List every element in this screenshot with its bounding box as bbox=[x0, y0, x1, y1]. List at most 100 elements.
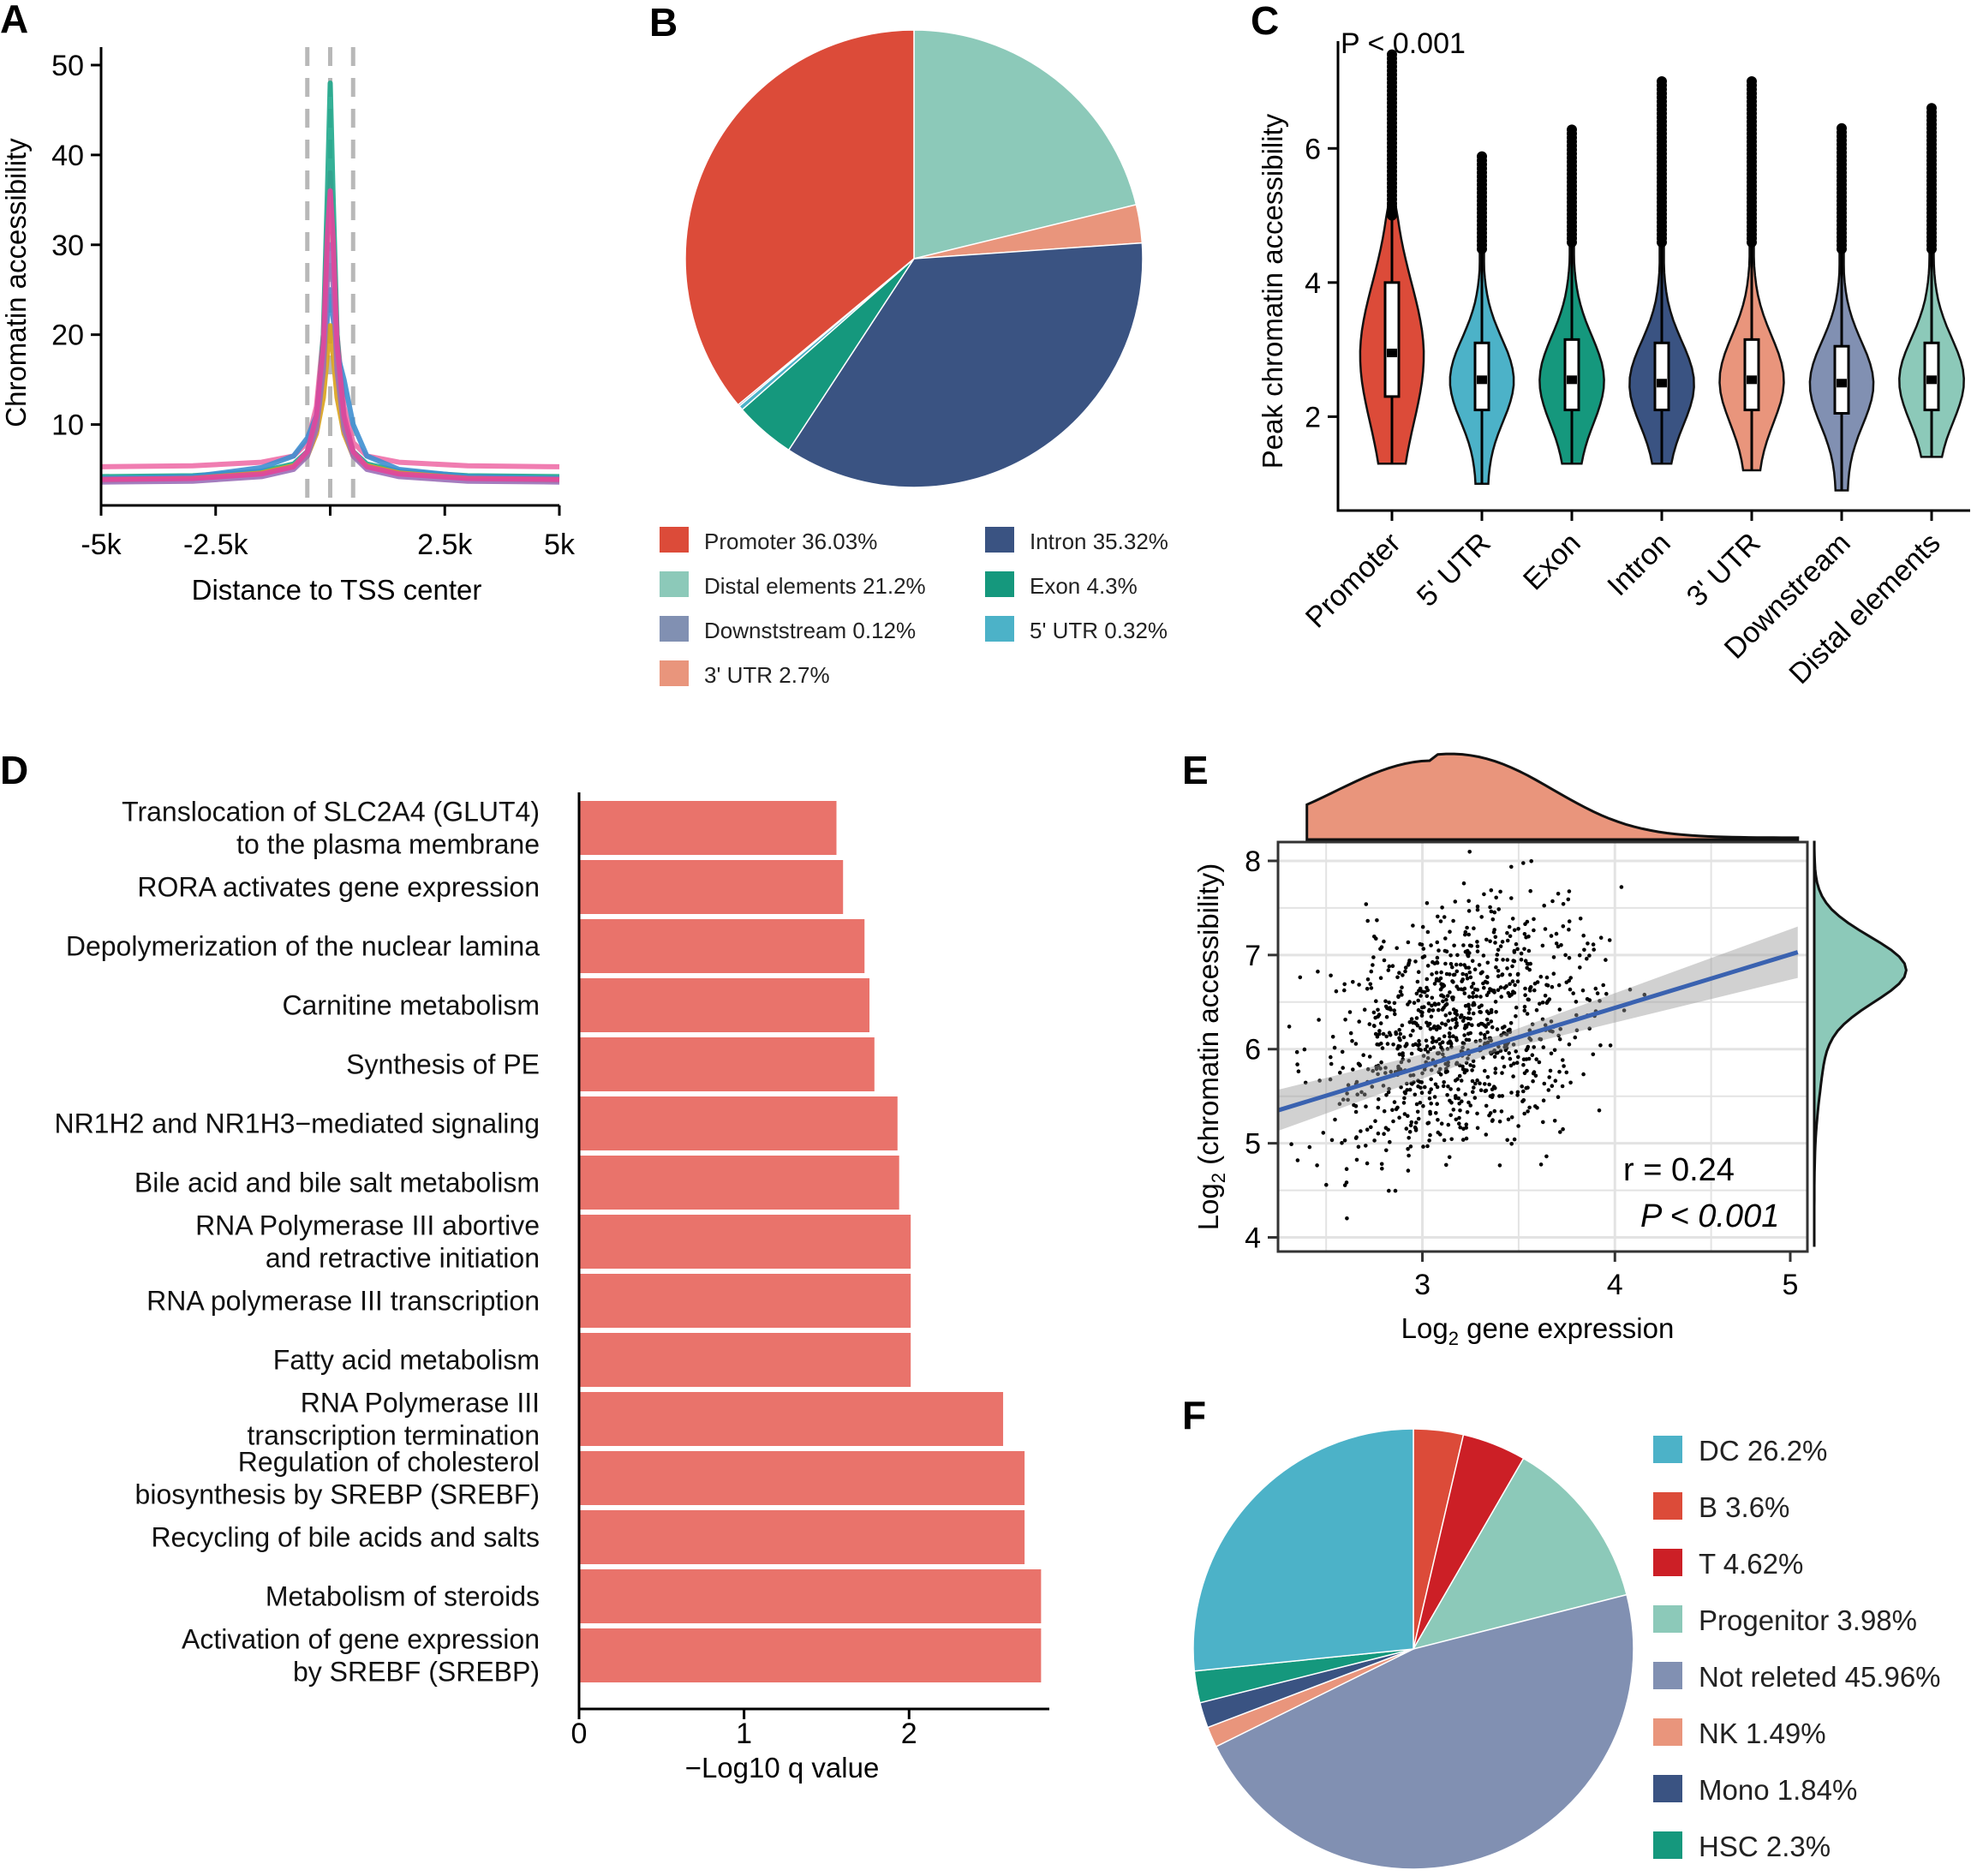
scatter-point bbox=[1362, 1092, 1367, 1096]
scatter-point bbox=[1443, 1022, 1448, 1027]
scatter-point bbox=[1509, 864, 1514, 869]
scatter-point bbox=[1509, 992, 1514, 997]
panel-c-y-tick-label: 4 bbox=[1305, 267, 1321, 300]
scatter-point bbox=[1604, 991, 1609, 996]
scatter-point bbox=[1538, 1037, 1542, 1042]
scatter-point bbox=[1397, 1115, 1401, 1120]
violin-outlier bbox=[1657, 75, 1667, 87]
scatter-point bbox=[1347, 1010, 1353, 1014]
pathway-term-label: Metabolism of steroids bbox=[266, 1581, 540, 1612]
scatter-point bbox=[1440, 993, 1444, 998]
violin-median bbox=[1477, 375, 1487, 385]
scatter-point bbox=[1557, 1069, 1562, 1074]
scatter-point bbox=[1407, 1020, 1413, 1025]
scatter-point bbox=[1407, 1153, 1411, 1158]
scatter-point bbox=[1317, 1078, 1322, 1083]
scatter-point bbox=[1520, 1099, 1525, 1103]
scatter-point bbox=[1403, 1090, 1407, 1096]
scatter-point bbox=[1598, 1043, 1603, 1048]
scatter-point bbox=[1498, 1049, 1503, 1053]
panel-e-r-annotation: r = 0.24 bbox=[1623, 1152, 1735, 1188]
scatter-point bbox=[1460, 1019, 1466, 1023]
pathway-term-label: transcription termination bbox=[248, 1420, 540, 1451]
panel-d-x-tick-label: 1 bbox=[736, 1718, 752, 1750]
panel-d-x-tick-label: 0 bbox=[571, 1718, 588, 1750]
scatter-point bbox=[1477, 963, 1482, 967]
panel-b-letter: B bbox=[649, 0, 678, 45]
scatter-point bbox=[1514, 1014, 1518, 1019]
scatter-point bbox=[1586, 941, 1590, 946]
scatter-point bbox=[1524, 1085, 1528, 1090]
scatter-point bbox=[1376, 1007, 1380, 1013]
scatter-point bbox=[1359, 1129, 1363, 1133]
scatter-point bbox=[1454, 962, 1459, 967]
scatter-point bbox=[1425, 964, 1431, 968]
violin-outlier bbox=[1387, 49, 1397, 60]
scatter-point bbox=[1622, 1008, 1627, 1013]
scatter-point bbox=[1430, 1003, 1434, 1008]
violin-outlier bbox=[1747, 75, 1757, 87]
scatter-point bbox=[1580, 988, 1586, 993]
scatter-point bbox=[1358, 1063, 1362, 1067]
scatter-point bbox=[1461, 1042, 1466, 1046]
scatter-point bbox=[1475, 1126, 1480, 1131]
scatter-point bbox=[1429, 1067, 1434, 1072]
scatter-point bbox=[1460, 1045, 1465, 1050]
scatter-point bbox=[1493, 1066, 1498, 1071]
scatter-point bbox=[1384, 1014, 1389, 1019]
scatter-point bbox=[1550, 899, 1555, 904]
violin-median bbox=[1387, 349, 1397, 358]
scatter-point bbox=[1567, 956, 1572, 960]
scatter-point bbox=[1557, 1007, 1562, 1012]
scatter-point bbox=[1407, 1130, 1413, 1134]
scatter-point bbox=[1481, 981, 1485, 986]
scatter-point bbox=[1489, 1019, 1494, 1024]
scatter-point bbox=[1501, 1055, 1505, 1060]
scatter-point bbox=[1451, 1108, 1456, 1112]
scatter-point bbox=[1445, 1093, 1449, 1097]
pathway-bar bbox=[579, 801, 837, 855]
scatter-point bbox=[1429, 1077, 1433, 1082]
scatter-point bbox=[1552, 1048, 1557, 1053]
scatter-point bbox=[1475, 904, 1480, 909]
scatter-point bbox=[1628, 987, 1633, 992]
scatter-point bbox=[1463, 932, 1467, 937]
scatter-point bbox=[1553, 1078, 1558, 1083]
scatter-point bbox=[1544, 975, 1550, 980]
scatter-point bbox=[1458, 1108, 1462, 1113]
scatter-point bbox=[1540, 1017, 1545, 1022]
scatter-point bbox=[1381, 1084, 1386, 1088]
panel-f-legend-label: T 4.62% bbox=[1699, 1548, 1803, 1580]
scatter-point bbox=[1433, 1002, 1438, 1007]
scatter-point bbox=[1490, 1119, 1495, 1123]
scatter-point bbox=[1379, 1162, 1384, 1167]
scatter-point bbox=[1439, 970, 1443, 975]
scatter-point bbox=[1428, 1047, 1433, 1051]
scatter-point bbox=[1507, 1051, 1511, 1055]
scatter-point bbox=[1381, 1031, 1386, 1037]
scatter-point bbox=[1515, 947, 1520, 952]
scatter-point bbox=[1413, 1125, 1418, 1130]
scatter-point bbox=[1568, 987, 1573, 992]
scatter-point bbox=[1329, 973, 1333, 978]
scatter-point bbox=[1466, 1056, 1470, 1060]
scatter-point bbox=[1438, 1072, 1443, 1077]
scatter-point bbox=[1460, 1138, 1466, 1142]
scatter-point bbox=[1567, 927, 1571, 932]
scatter-point bbox=[1449, 1045, 1454, 1049]
scatter-point bbox=[1490, 917, 1496, 922]
scatter-point bbox=[1387, 1001, 1391, 1005]
scatter-point bbox=[1524, 935, 1528, 940]
scatter-point bbox=[1481, 1055, 1485, 1060]
scatter-point bbox=[1519, 958, 1524, 962]
scatter-point bbox=[1444, 1001, 1449, 1007]
scatter-point bbox=[1487, 1113, 1491, 1118]
pathway-term-label: NR1H2 and NR1H3−mediated signaling bbox=[54, 1108, 540, 1139]
scatter-point bbox=[1414, 1016, 1419, 1020]
scatter-point bbox=[1505, 938, 1510, 943]
scatter-point bbox=[1501, 958, 1505, 962]
scatter-point bbox=[1451, 918, 1455, 923]
scatter-point bbox=[1395, 1046, 1400, 1051]
scatter-point bbox=[1442, 948, 1448, 953]
scatter-point bbox=[1493, 935, 1498, 940]
